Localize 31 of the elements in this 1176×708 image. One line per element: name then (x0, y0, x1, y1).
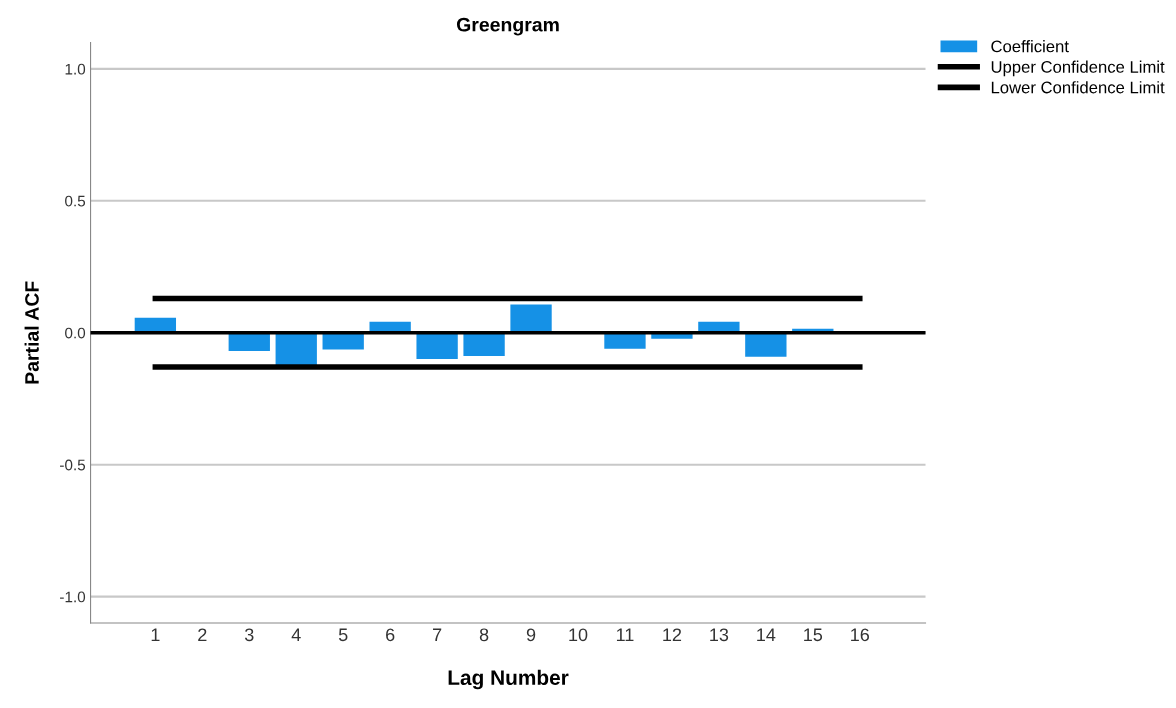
bar (463, 332, 505, 356)
chart-title: Greengram (456, 17, 559, 36)
x-tick-label: 13 (710, 628, 729, 642)
bar (416, 332, 458, 359)
x-tick-label: 14 (757, 628, 776, 641)
x-tick-label: 12 (663, 628, 682, 641)
x-tick-label: 5 (338, 628, 348, 642)
x-axis-title: Lag Number (448, 669, 569, 690)
bar (745, 332, 787, 357)
x-tick-label: 11 (616, 628, 634, 641)
x-tick-label: 16 (851, 628, 870, 642)
y-tick-label: -0.5 (60, 459, 86, 471)
y-tick-label: 0.5 (65, 195, 86, 207)
x-tick-label: 9 (526, 628, 536, 642)
x-tick-label: 4 (291, 628, 301, 641)
x-tick-label: 10 (569, 628, 588, 642)
x-tick-label: 3 (244, 628, 254, 642)
y-tick-label: 1.0 (65, 63, 86, 75)
x-tick-label: 15 (804, 628, 823, 642)
y-tick-label: 0.0 (65, 327, 86, 339)
x-tick-label: 7 (433, 628, 442, 641)
legend-label: Lower Confidence Limit (991, 81, 1165, 94)
x-tick-label: 6 (386, 628, 395, 642)
legend-label: Coefficient (991, 40, 1069, 53)
bar (510, 304, 552, 333)
x-tick-label: 1 (151, 628, 160, 641)
legend-label: Upper Confidence Limit (991, 60, 1165, 77)
x-tick-label: 8 (479, 628, 489, 642)
x-tick-label: 2 (198, 628, 207, 641)
y-axis-title: Partial ACF (24, 281, 39, 384)
y-tick-label: -1.0 (60, 591, 86, 603)
